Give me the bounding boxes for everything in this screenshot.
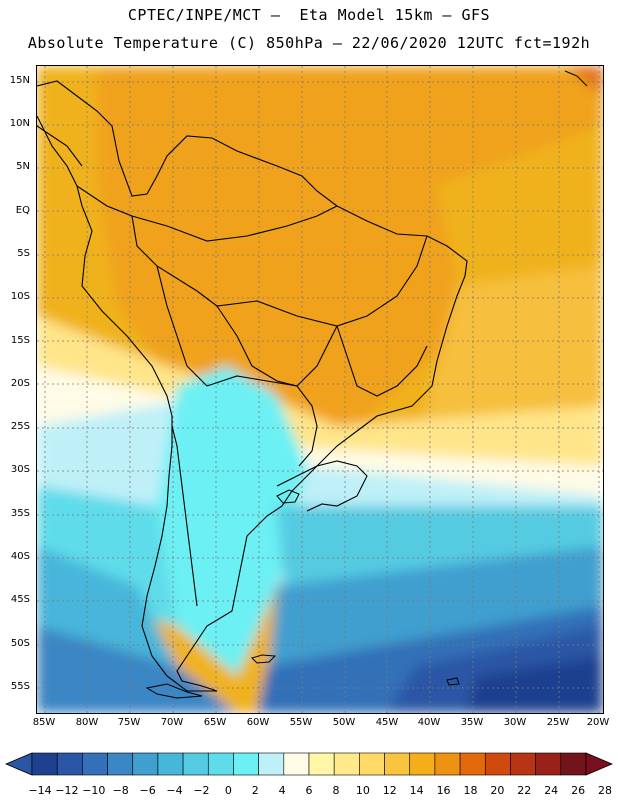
colorbar-cell [233, 752, 259, 776]
gridlines [37, 66, 603, 713]
colorbar-label: −14 [28, 784, 52, 797]
lat-label: 30S [10, 464, 30, 475]
chart-title-line2: Absolute Temperature (C) 850hPa – 22/06/… [27, 34, 591, 52]
colorbar-cell [409, 752, 436, 776]
colorbar-label: 26 [571, 784, 586, 797]
colorbar-cell [359, 752, 385, 776]
colorbar-label: −12 [55, 784, 79, 797]
colorbar-cell [182, 752, 209, 776]
lon-label: 60W [246, 717, 270, 728]
colorbar-cell [258, 752, 285, 776]
colorbar-label: 4 [278, 784, 286, 797]
colorbar-label: 16 [436, 784, 451, 797]
colorbar-label: −2 [193, 784, 210, 797]
lat-label: 25S [10, 421, 30, 432]
colorbar-cells [31, 752, 587, 776]
lon-label: 75W [117, 717, 141, 728]
islands [145, 70, 588, 699]
lon-label: 70W [160, 717, 184, 728]
colorbar-cell [434, 752, 461, 776]
lat-label: 5N [16, 161, 30, 172]
colorbar-cell [132, 752, 159, 776]
colorbar-label: −10 [82, 784, 106, 797]
colorbar-label: 18 [463, 784, 478, 797]
lon-label: 40W [417, 717, 441, 728]
colorbar-cell [510, 752, 536, 776]
lat-label: 20S [10, 378, 30, 389]
colorbar-under-arrow [4, 752, 33, 776]
colorbar-label: 2 [251, 784, 259, 797]
colorbar-label: 8 [332, 784, 340, 797]
lon-label: 35W [460, 717, 484, 728]
lat-label: 5S [17, 248, 30, 259]
colorbar-label: 24 [544, 784, 559, 797]
lon-label: 80W [75, 717, 99, 728]
lat-label: 10N [9, 118, 30, 129]
colorbar-cell [333, 752, 360, 776]
lat-label: 50S [10, 638, 30, 649]
lat-label: 10S [10, 291, 30, 302]
colorbar-cell [308, 752, 335, 776]
colorbar-cell [31, 752, 58, 776]
colorbar-cell [107, 752, 134, 776]
colorbar-cell [459, 752, 486, 776]
colorbar-label: 22 [517, 784, 532, 797]
lat-label: 55S [10, 681, 30, 692]
color-scale-bar [4, 752, 614, 776]
colorbar-cell [56, 752, 83, 776]
colorbar-label: 6 [305, 784, 313, 797]
lon-label: 20W [586, 717, 610, 728]
colorbar-label: 10 [355, 784, 370, 797]
colorbar-label: 28 [598, 784, 612, 797]
temperature-field [37, 66, 603, 713]
colorbar-cell [384, 752, 411, 776]
map-canvas [37, 66, 603, 713]
colorbar-cell [484, 752, 511, 776]
lon-label: 65W [203, 717, 227, 728]
colorbar-label: −6 [139, 784, 156, 797]
colorbar-label: 0 [224, 784, 232, 797]
colorbar-label: 12 [382, 784, 397, 797]
lat-label: 15N [9, 75, 30, 86]
lon-label: 25W [546, 717, 570, 728]
lat-label: 40S [10, 551, 30, 562]
colorbar-cell [207, 752, 234, 776]
lat-label: 35S [10, 508, 30, 519]
colorbar-over-arrow [585, 752, 614, 776]
colorbar-label: −8 [112, 784, 129, 797]
lon-label: 55W [289, 717, 313, 728]
temperature-map [36, 65, 604, 714]
coastlines [37, 80, 468, 692]
colorbar-label: 20 [490, 784, 505, 797]
colorbar-cell [535, 752, 562, 776]
lat-label: EQ [15, 205, 30, 216]
lon-label: 45W [375, 717, 399, 728]
lat-label: 15S [10, 335, 30, 346]
lat-label: 45S [10, 594, 30, 605]
colorbar-cell [283, 752, 310, 776]
chart-title-line1: CPTEC/INPE/MCT – Eta Model 15km – GFS [127, 6, 491, 24]
colorbar-cell [157, 752, 184, 776]
colorbar-cell [560, 752, 587, 776]
lon-label: 50W [332, 717, 356, 728]
colorbar-cell [82, 752, 108, 776]
colorbar-label: −4 [166, 784, 183, 797]
lon-label: 30W [503, 717, 527, 728]
lon-label: 85W [32, 717, 56, 728]
colorbar-label: 14 [409, 784, 424, 797]
